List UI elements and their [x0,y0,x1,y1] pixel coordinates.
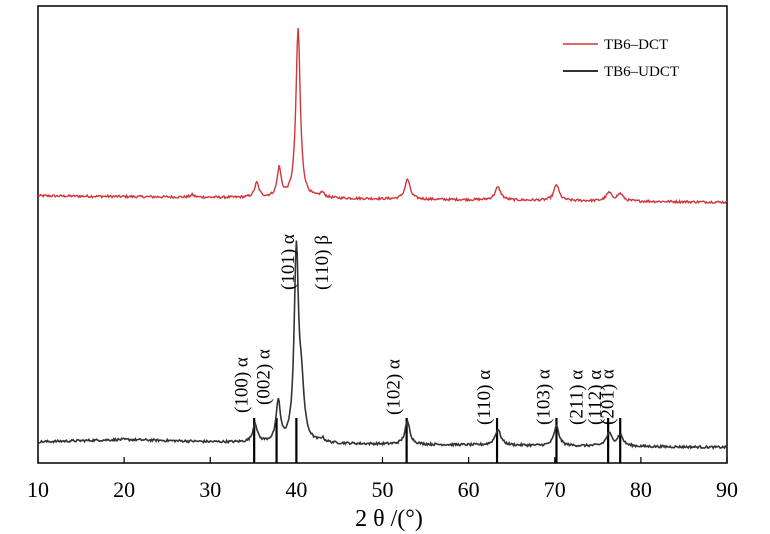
peak-label: (103) α [534,369,555,425]
peak-label: (100) α [231,357,252,413]
peak-label: (112) α [585,370,606,425]
x-tick-label: 90 [716,477,738,502]
peak-label: (102) α [384,359,405,415]
legend: TB6–DCT TB6–UDCT [563,37,679,80]
series-layer [37,28,728,451]
peak-label-extra: (211) α [566,370,587,425]
x-axis-ticks [37,457,728,463]
x-tick-label: 80 [630,477,652,502]
peak-label: (201) α [597,369,618,425]
peak-label-upper: (101) α [278,234,299,290]
x-tick-label: 60 [458,477,480,502]
x-tick-label: 50 [372,477,394,502]
peak-label-upper: (110) β [312,235,333,290]
x-axis-tick-labels: 10 20 30 40 50 60 70 80 90 [27,477,738,502]
x-tick-label: 70 [544,477,566,502]
series-line-dct [37,28,728,205]
peak-labels: (100) α (002) α (102) α (110) α (103) α (112)… [231,234,618,425]
x-tick-label: 30 [199,477,221,502]
legend-label-udct: TB6–UDCT [604,64,679,80]
peak-label: (002) α [254,349,275,405]
series-line-udct [37,240,728,451]
legend-label-dct: TB6–DCT [604,37,668,53]
x-axis-label: 2 θ /(°) [355,506,423,532]
x-tick-label: 20 [113,477,135,502]
x-tick-label: 40 [285,477,307,502]
peak-label: (110) α [474,370,495,425]
x-tick-label: 10 [27,477,49,502]
